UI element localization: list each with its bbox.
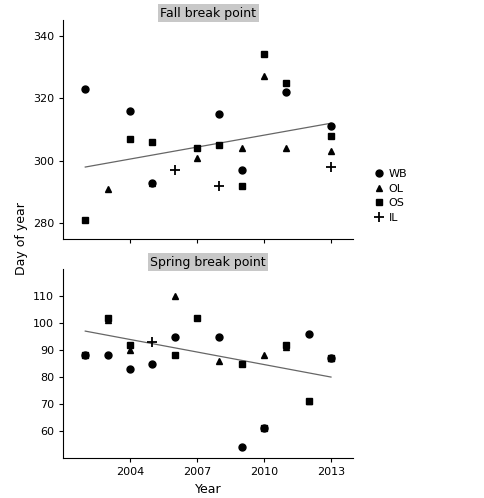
Title: Fall break point: Fall break point [160,7,256,20]
Legend: WB, OL, OS, IL: WB, OL, OS, IL [368,165,411,227]
Text: Day of year: Day of year [15,203,28,275]
Title: Spring break point: Spring break point [151,256,266,269]
X-axis label: Year: Year [195,483,222,496]
